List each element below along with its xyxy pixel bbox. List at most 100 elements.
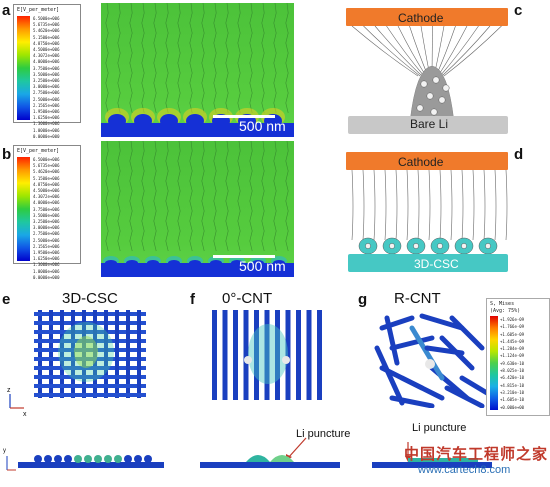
legend-value: 4.8750e+006 <box>33 40 60 46</box>
legend-value: 4.5000e+006 <box>33 47 60 53</box>
panel-label-c: c <box>514 2 523 19</box>
legend-value: 0.0000e+000 <box>33 274 60 280</box>
random-cnt <box>374 313 490 408</box>
title-r-cnt: R-CNT <box>394 290 441 307</box>
legend-value: 4.3072e+006 <box>33 194 60 200</box>
side-view-e <box>18 455 164 468</box>
legend-value: 2.7500e+006 <box>33 90 60 96</box>
stress-legend-value: +0.000e+00 <box>500 404 525 410</box>
axis-triad-e <box>9 394 24 409</box>
legend-value: 0.0000e+000 <box>33 133 60 139</box>
li-puncture-label-g: Li puncture <box>412 422 467 434</box>
legend-value: 3.0000e+006 <box>33 84 60 90</box>
legend-value: 1.9500e+006 <box>33 250 60 256</box>
legend-value: 3.2500e+006 <box>33 219 60 225</box>
legend-value: 3.7500e+006 <box>33 206 60 212</box>
field-map-b: 500 nm <box>101 141 294 277</box>
legend-value: 3.2500e+006 <box>33 78 60 84</box>
panel-label-f: f <box>190 291 195 308</box>
field-legend-a: E[V_per_meter] 6.5000e+006 5.6735e+006 5.4… <box>13 4 81 139</box>
scalebar-b <box>213 255 275 258</box>
panel-label-b: b <box>2 146 12 163</box>
axis-z: z <box>7 387 11 394</box>
legend-value: 2.7500e+006 <box>33 231 60 237</box>
axis-y: y <box>3 448 6 454</box>
legend-value: 6.5000e+006 <box>33 16 60 21</box>
legend-value: 2.5000e+006 <box>33 237 60 243</box>
stress-legend-value: +1.605e-09 <box>500 331 525 337</box>
stress-scale-bar <box>490 316 498 410</box>
legend-value: 3.7500e+006 <box>33 65 60 71</box>
title-3d-csc: 3D-CSC <box>62 290 118 307</box>
side-view-f <box>200 437 340 468</box>
stress-legend-value: +1.766e-09 <box>500 324 525 330</box>
legend-value: 1.9500e+006 <box>33 109 60 115</box>
color-scale-bar <box>17 157 30 261</box>
legend-title: E[V_per_meter] <box>17 7 60 13</box>
panel-label-g: g <box>358 291 368 308</box>
panel-label-d: d <box>514 146 524 163</box>
legend-value: 2.1565e+006 <box>33 102 60 108</box>
legend-value: 2.1565e+006 <box>33 243 60 249</box>
scalebar-label-b: 500 nm <box>239 258 286 274</box>
stress-legend-value: +4.815e-10 <box>500 382 525 388</box>
field-legend-b: E[V_per_meter] 6.5000e+006 5.6735e+006 5.4… <box>13 145 81 280</box>
axis-x: x <box>23 411 27 418</box>
diagram-d <box>346 152 508 272</box>
legend-value: 6.5000e+006 <box>33 157 60 162</box>
legend-value: 4.5000e+006 <box>33 188 60 194</box>
legend-value: 5.6735e+006 <box>33 163 60 169</box>
stress-legend-subtitle: (Avg: 75%) <box>490 308 521 314</box>
stress-legend-value: +1.124e-09 <box>500 353 525 359</box>
legend-value: 3.5000e+006 <box>33 212 60 218</box>
legend-value: 1.3000e+006 <box>33 262 60 268</box>
stress-legend-value: +1.284e-09 <box>500 346 525 352</box>
stress-legend: S, Mises (Avg: 75%) +1.926e-09 +1.766e-09… <box>486 298 550 416</box>
legend-value: 2.5000e+006 <box>33 96 60 102</box>
watermark-cn: 中国汽车工程师之家 <box>404 446 549 463</box>
stress-legend-title: S, Mises <box>490 301 515 307</box>
panel-label-a: a <box>2 2 11 19</box>
legend-value: 5.4620e+006 <box>33 169 60 175</box>
legend-title: E[V_per_meter] <box>17 148 60 154</box>
legend-value: 1.6250e+006 <box>33 115 60 121</box>
legend-value: 1.6250e+006 <box>33 256 60 262</box>
bare-li-label: Bare Li <box>410 117 449 131</box>
legend-value: 1.0000e+006 <box>33 127 60 133</box>
field-lines-b <box>101 141 294 277</box>
legend-values: 6.5000e+006 5.6735e+006 5.4620e+006 5.1500e… <box>33 157 60 281</box>
stress-legend-value: +6.420e-10 <box>500 375 525 381</box>
scalebar-a <box>213 115 275 118</box>
legend-value: 5.1500e+006 <box>33 34 60 40</box>
stress-legend-values: +1.926e-09 +1.766e-09 +1.605e-09 +1.445e-09… <box>500 316 524 411</box>
scalebar-label-a: 500 nm <box>239 118 286 134</box>
color-scale-bar <box>17 16 30 120</box>
legend-values: 6.5000e+006 5.6735e+006 5.4620e+006 5.1500e… <box>33 16 60 140</box>
title-0-cnt: 0°-CNT <box>222 290 273 307</box>
cathode-label-c: Cathode <box>398 11 444 25</box>
legend-value: 5.4620e+006 <box>33 28 60 34</box>
csc-label: 3D-CSC <box>414 257 459 271</box>
watermark-url: www.cartech8.com <box>418 464 511 476</box>
legend-value: 4.0000e+006 <box>33 200 60 206</box>
legend-value: 4.0000e+006 <box>33 59 60 65</box>
legend-value: 3.5000e+006 <box>33 71 60 77</box>
field-map-a: 500 nm <box>101 3 294 137</box>
legend-value: 3.0000e+006 <box>33 225 60 231</box>
legend-value: 5.6735e+006 <box>33 22 60 28</box>
diagram-c <box>346 8 508 134</box>
stress-legend-value: +3.210e-10 <box>500 389 525 395</box>
stress-legend-value: +1.445e-09 <box>500 338 525 344</box>
legend-value: 4.3072e+006 <box>33 53 60 59</box>
legend-value: 5.1500e+006 <box>33 175 60 181</box>
li-puncture-label-f: Li puncture <box>296 428 351 440</box>
stress-legend-value: +8.025e-10 <box>500 368 525 374</box>
stress-legend-value: +9.630e-10 <box>500 360 525 366</box>
stress-legend-value: +1.605e-10 <box>500 397 525 403</box>
mesh-3d-csc <box>34 310 146 398</box>
panel-label-e: e <box>2 291 11 308</box>
side-view-g <box>372 442 492 468</box>
legend-value: 1.0000e+006 <box>33 268 60 274</box>
legend-value: 4.8750e+006 <box>33 181 60 187</box>
axis-triad-e2 <box>6 456 16 471</box>
